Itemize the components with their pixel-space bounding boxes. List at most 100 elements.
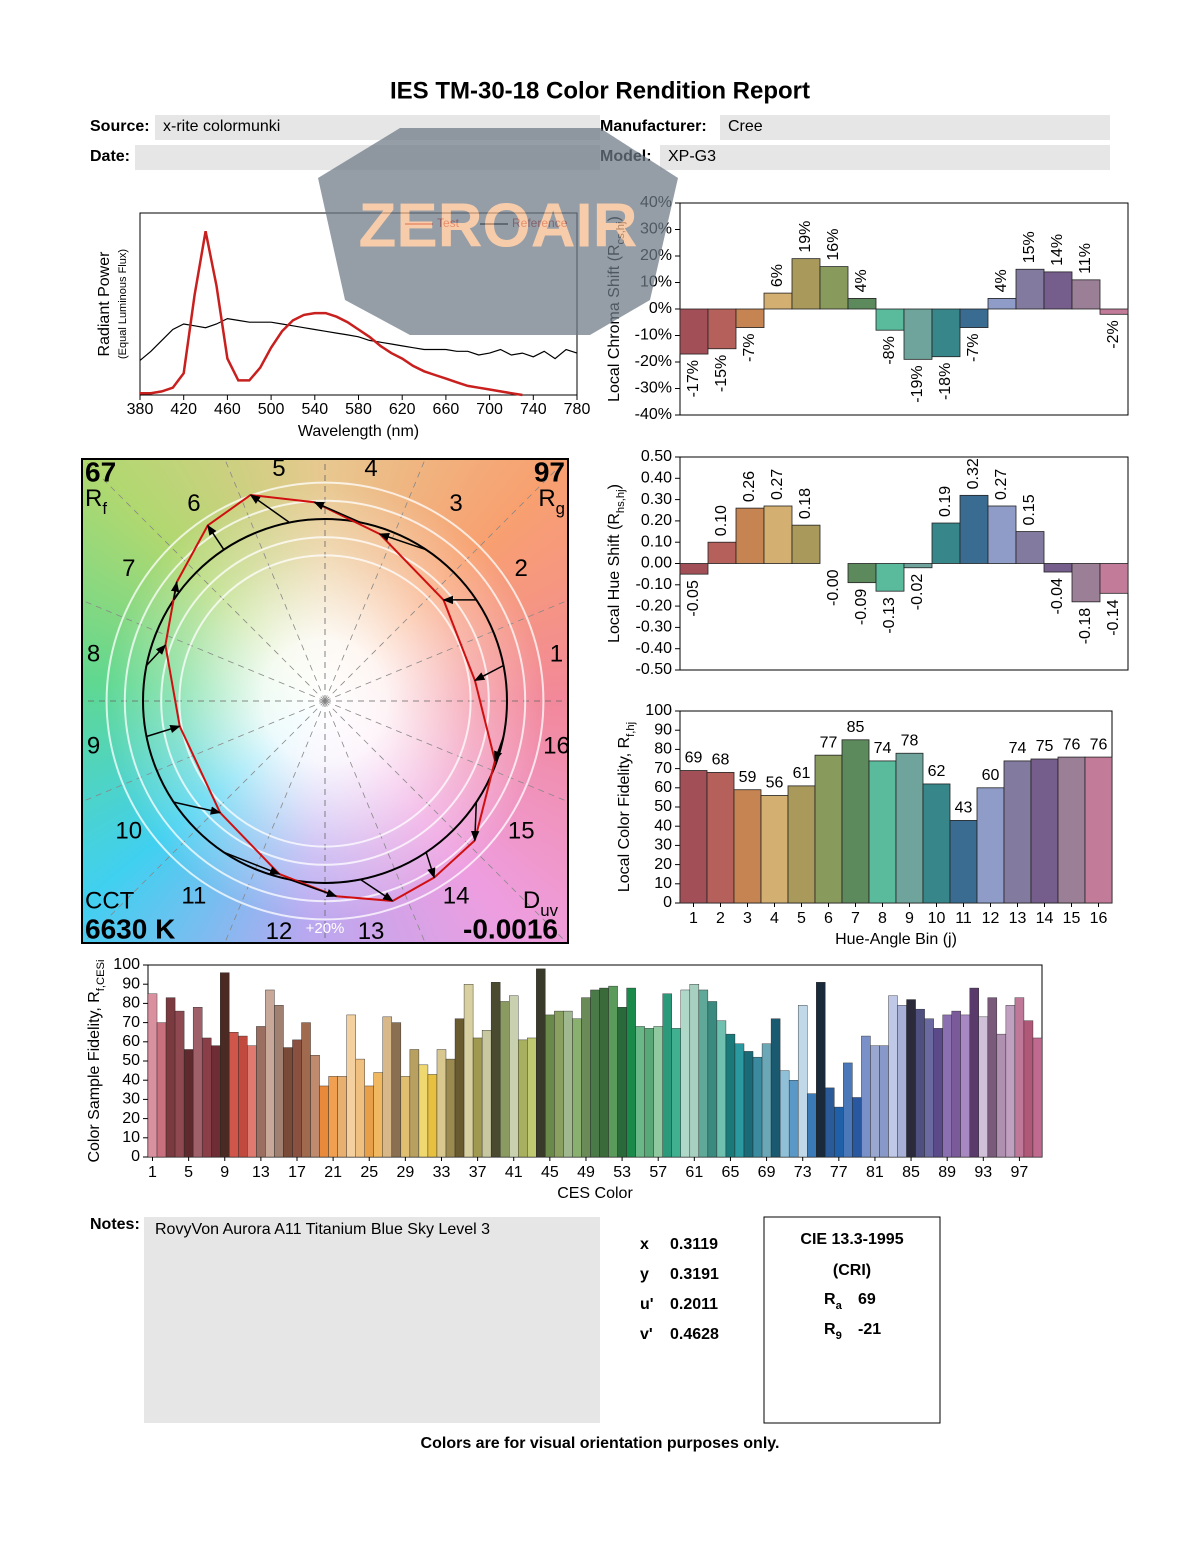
test-polygon-edge (392, 876, 435, 902)
x-tick-label: 57 (649, 1164, 667, 1181)
bar (679, 770, 708, 904)
shift-arrow (170, 581, 180, 601)
bar (608, 985, 618, 1158)
x-tick-label: 13 (252, 1164, 270, 1181)
y-tick-label: 90 (654, 721, 672, 738)
field-label: Manufacturer: (600, 118, 707, 135)
bar (770, 1018, 781, 1158)
y-tick-label: 0.50 (641, 448, 672, 465)
x-tick-label: 5 (184, 1164, 193, 1181)
y-tick-label: 40 (122, 1071, 140, 1088)
x-tick-label: 620 (389, 401, 416, 418)
bar (847, 563, 877, 584)
footer: Colors are for visual orientation purpos… (421, 1435, 780, 1452)
bar (1099, 308, 1129, 315)
bar (825, 1087, 835, 1158)
text-part: R (824, 1321, 836, 1338)
shift-arrow (223, 851, 281, 875)
y-tick-label: -0.10 (636, 576, 673, 593)
value-label: 75 (1036, 738, 1054, 755)
bar (445, 1058, 456, 1158)
bar (671, 1028, 681, 1158)
bar (716, 1020, 727, 1158)
text-part: Local Color Fidelity, R (616, 737, 633, 892)
value-label: 0.32 (965, 458, 982, 489)
x-tick-label: 81 (866, 1164, 884, 1181)
bar (733, 789, 762, 904)
bar (409, 1049, 420, 1158)
bar (1014, 997, 1025, 1158)
duv-symbol: Duv (523, 887, 559, 920)
bar (843, 1062, 853, 1158)
x-tick-label: 9 (220, 1164, 229, 1181)
bar (626, 987, 636, 1158)
x-tick-label: 77 (830, 1164, 848, 1181)
value-label: 4% (853, 269, 870, 292)
value-label: 14% (1049, 234, 1066, 266)
bar (987, 297, 1017, 310)
bar (518, 1039, 528, 1158)
shift-arrow (494, 736, 505, 762)
bar (283, 1047, 293, 1158)
x-tick-label: 660 (433, 401, 460, 418)
bar (903, 563, 933, 569)
bar (644, 1028, 654, 1158)
bar (1084, 756, 1113, 904)
bar (1099, 563, 1129, 594)
bar (229, 1031, 239, 1158)
value-label: 74 (1009, 740, 1027, 757)
bar (156, 1022, 167, 1158)
value-label: -0.00 (825, 569, 842, 606)
bin-label: 7 (122, 555, 135, 582)
bar (183, 1049, 194, 1158)
bar (1043, 563, 1073, 573)
bar (454, 1018, 465, 1158)
x-tick-label: 10 (928, 910, 946, 927)
bin-label: 12 (266, 918, 293, 945)
bar (391, 1022, 402, 1158)
value-label: 74 (874, 740, 892, 757)
bar (1023, 1020, 1034, 1158)
value-label: 69 (685, 750, 703, 767)
value-label: 85 (847, 719, 865, 736)
test-polygon-edge (378, 533, 445, 601)
x-axis-label: Wavelength (nm) (298, 423, 419, 440)
test-polygon-edge (219, 811, 281, 875)
bar (1030, 758, 1059, 904)
duv-value: -0.0016 (463, 913, 558, 944)
notes-box (144, 1217, 600, 1423)
value-label: -8% (881, 336, 898, 364)
bar (328, 1076, 338, 1158)
x-tick-label: 45 (541, 1164, 559, 1181)
chromaticity-label: x (640, 1236, 649, 1253)
value-label: 61 (793, 765, 811, 782)
value-label: 0.19 (937, 486, 954, 517)
y-tick-label: 100 (645, 702, 672, 719)
bar (959, 494, 989, 564)
value-label: 16% (825, 229, 842, 261)
value-label: 56 (766, 775, 784, 792)
bar (949, 820, 978, 904)
bar (1015, 531, 1045, 564)
bar (490, 982, 501, 1158)
value-label: 77 (820, 734, 838, 751)
bar (220, 972, 230, 1158)
x-tick-label: 780 (564, 401, 591, 418)
value-label: 0.15 (1021, 494, 1038, 525)
bar (680, 989, 691, 1158)
bar (346, 1014, 356, 1158)
notes-label: Notes: (90, 1216, 140, 1233)
bar (653, 1026, 663, 1158)
bar (841, 739, 870, 904)
y-tick-label: 30 (654, 837, 672, 854)
bar (382, 1016, 393, 1158)
x-tick-label: 2 (716, 910, 725, 927)
bin-label: 13 (358, 918, 385, 945)
y-tick-label: -10% (635, 327, 672, 344)
fidelity-symbol: Rf (85, 485, 107, 518)
y-tick-label: -0.20 (636, 597, 673, 614)
value-label: -7% (741, 334, 758, 362)
x-tick-label: 85 (902, 1164, 920, 1181)
value-label: -0.14 (1105, 599, 1122, 636)
bar (976, 787, 1005, 904)
